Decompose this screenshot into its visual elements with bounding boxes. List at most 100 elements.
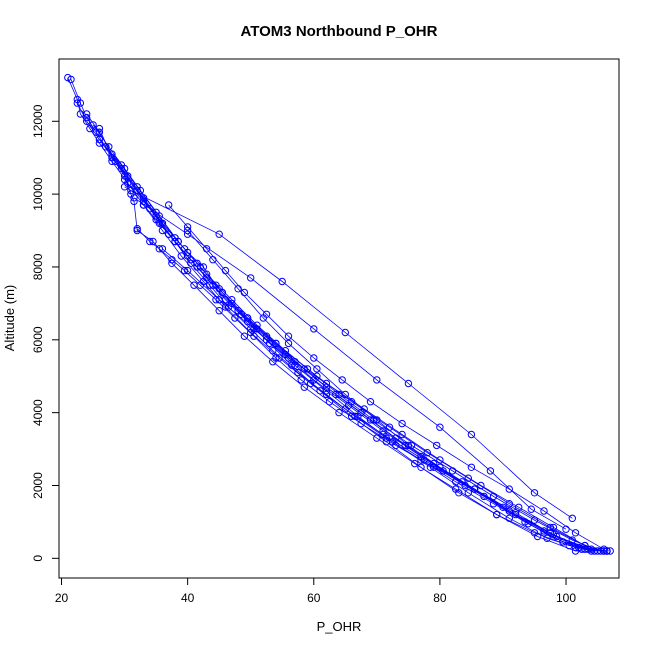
data-point (95, 124, 104, 133)
data-point (357, 419, 365, 428)
data-point (120, 172, 129, 180)
data-point (234, 285, 242, 293)
data-point (398, 419, 406, 428)
data-point (325, 398, 334, 406)
series-line (136, 228, 608, 552)
data-point (209, 256, 217, 264)
series-11 (165, 201, 608, 553)
data-point (117, 161, 126, 169)
series-3 (73, 99, 614, 555)
y-axis-label: Altitude (m) (2, 285, 17, 351)
data-point (284, 339, 293, 348)
x-axis-label: P_OHR (317, 619, 362, 634)
data-point (310, 325, 318, 333)
data-point (139, 201, 148, 209)
data-point (549, 523, 558, 532)
data-point (417, 456, 425, 464)
data-point (360, 405, 368, 413)
chart-title: ATOM3 Northbound P_OHR (241, 23, 438, 40)
y-tick-label: 2000 (31, 472, 45, 499)
series-line (168, 204, 605, 550)
data-point (527, 505, 535, 513)
data-point (382, 434, 390, 442)
data-point (398, 430, 406, 439)
data-point (477, 481, 485, 490)
series-line (99, 128, 604, 552)
data-point (284, 354, 293, 362)
data-point (127, 186, 135, 195)
data-point (310, 376, 318, 384)
y-tick-label: 6000 (31, 326, 45, 353)
series-line (155, 219, 592, 552)
data-point (493, 510, 501, 519)
data-point (338, 376, 346, 384)
data-point (373, 376, 381, 384)
data-point (83, 110, 91, 118)
data-point (165, 201, 173, 209)
data-point (183, 226, 192, 235)
data-point (133, 183, 141, 191)
x-tick-label: 40 (181, 591, 195, 605)
data-point (467, 463, 476, 471)
data-point (95, 135, 104, 144)
data-point (417, 463, 425, 471)
data-point (146, 237, 154, 246)
y-tick-label: 8000 (31, 253, 45, 280)
data-point (240, 332, 249, 340)
data-point (297, 376, 305, 384)
data-point (165, 230, 173, 238)
x-tick-label: 20 (55, 591, 69, 605)
data-point (530, 529, 539, 537)
data-point (411, 459, 419, 468)
data-point (571, 529, 580, 537)
data-point (429, 463, 438, 471)
data-point (102, 143, 110, 151)
data-point (183, 223, 192, 231)
data-point (584, 545, 592, 553)
y-tick-label: 10000 (31, 177, 45, 211)
series-line (86, 113, 605, 552)
data-point (603, 547, 611, 555)
data-point (269, 347, 277, 355)
data-point (247, 274, 255, 282)
data-point (212, 296, 220, 304)
x-tick-label: 100 (556, 591, 576, 605)
data-point (250, 332, 258, 340)
data-point (404, 379, 413, 388)
series-line (124, 186, 573, 519)
data-point (73, 99, 82, 107)
data-point (467, 430, 476, 439)
series-line (187, 230, 576, 548)
data-point (433, 441, 441, 450)
data-point (322, 379, 331, 388)
data-point (549, 531, 558, 539)
data-point (187, 259, 195, 267)
x-tick-label: 80 (433, 591, 447, 605)
data-point (436, 423, 444, 431)
series-13 (183, 226, 580, 552)
data-point (489, 500, 498, 508)
data-point (224, 303, 233, 311)
data-point (265, 339, 274, 348)
data-point (67, 75, 75, 84)
plot-frame (58, 58, 620, 579)
series-line (92, 124, 595, 552)
data-point (322, 390, 331, 399)
series-6 (95, 124, 608, 555)
y-tick-label: 0 (31, 555, 45, 562)
data-point (511, 509, 520, 517)
series-15 (120, 183, 576, 522)
data-point (335, 408, 343, 417)
data-point (373, 416, 381, 424)
series-line (133, 197, 567, 530)
data-point (120, 183, 129, 191)
series-14 (133, 225, 611, 555)
data-point (215, 230, 223, 238)
series-16 (130, 194, 570, 533)
data-point (505, 485, 513, 493)
data-point (294, 368, 302, 377)
data-point (180, 266, 189, 275)
data-point (199, 263, 208, 271)
y-axis: 0 2000 4000 6000 8000 10000 12000 (31, 104, 60, 562)
